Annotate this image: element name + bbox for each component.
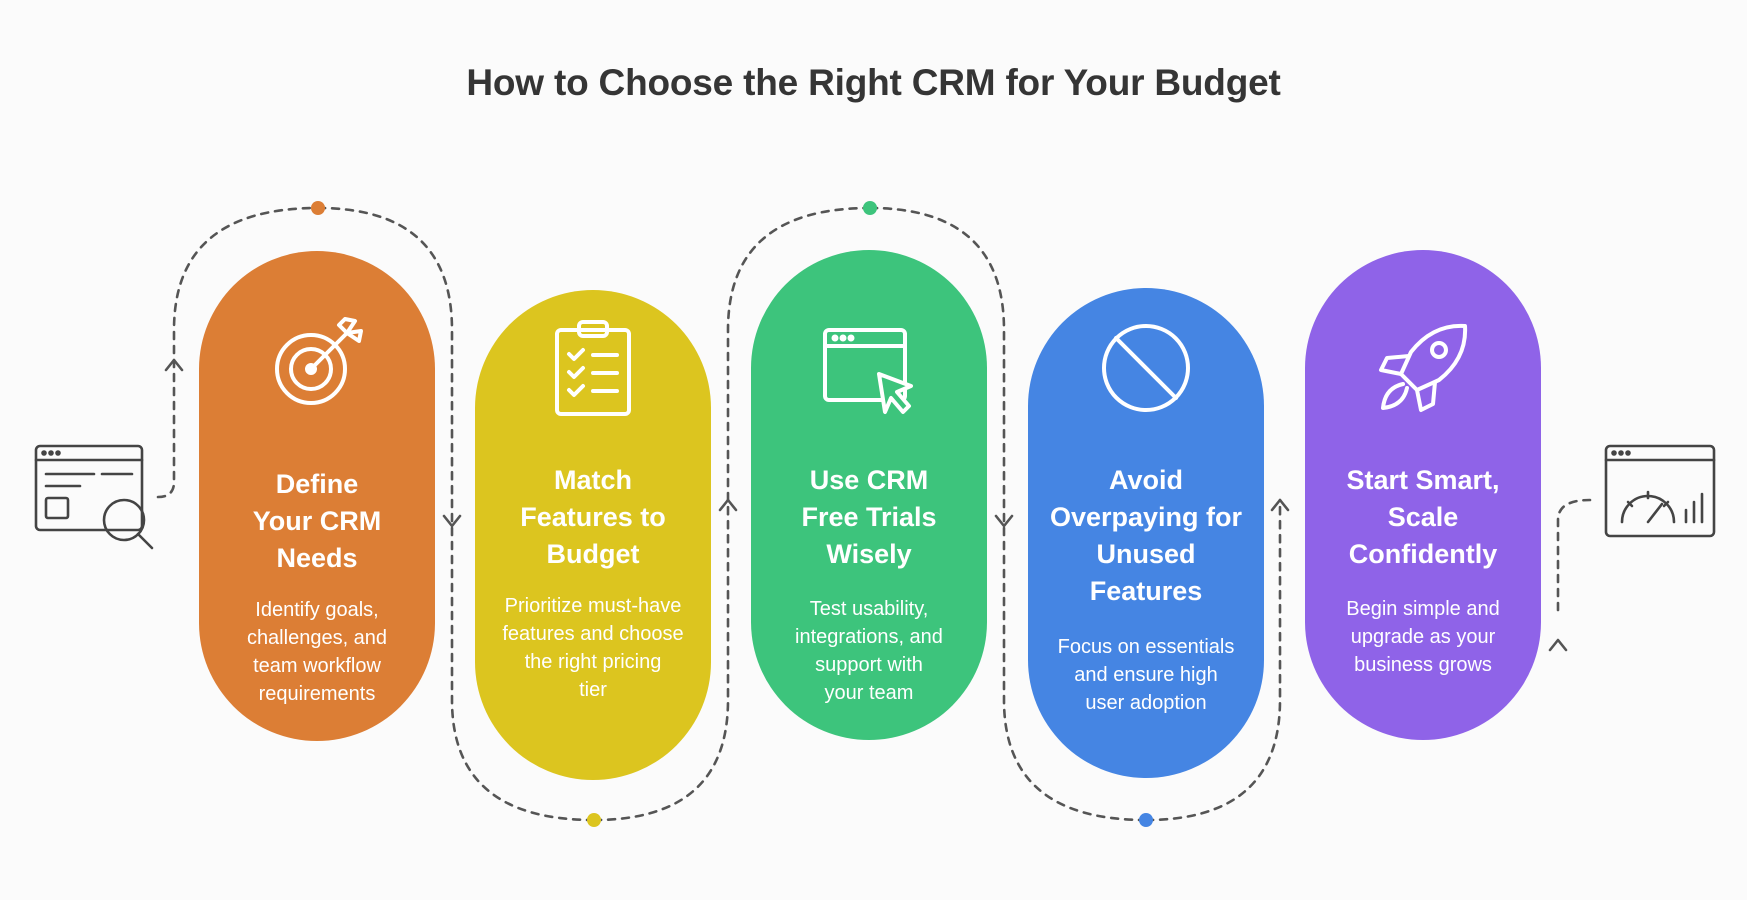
target-arrow-icon <box>267 311 367 411</box>
connector-2-3 <box>726 206 872 502</box>
arrow-up-4 <box>1270 498 1290 512</box>
dot-step-2 <box>587 813 601 827</box>
step-card-2: Match Features to Budget Prioritize must… <box>475 290 711 780</box>
step-card-1: Define Your CRM Needs Identify goals, ch… <box>199 251 435 741</box>
speedometer-chart-icon <box>1600 440 1720 550</box>
browser-cursor-icon <box>819 318 919 418</box>
arrow-up-5 <box>1548 638 1568 652</box>
arrow-down-3 <box>994 514 1014 528</box>
connector-3-top <box>868 206 1006 502</box>
connector-2-bottom <box>592 498 730 822</box>
step-description: Focus on essentials and ensure high user… <box>1057 636 1235 714</box>
page-title: How to Choose the Right CRM for Your Bud… <box>466 62 1281 103</box>
rocket-icon <box>1373 318 1473 418</box>
step-card-3: Use CRM Free Trials Wisely Test usabilit… <box>751 250 987 740</box>
step-heading: Define Your CRM Needs <box>252 469 382 573</box>
connector-1-2 <box>450 498 596 822</box>
connector-end <box>1556 498 1592 612</box>
connector-1-top <box>316 206 454 502</box>
step-heading: Start Smart, Scale Confidently <box>1346 465 1500 569</box>
dot-step-3 <box>863 201 877 215</box>
step-heading: Use CRM Free Trials Wisely <box>801 465 937 569</box>
clipboard-checklist-icon <box>543 318 643 418</box>
connector-4-bottom <box>1144 498 1282 822</box>
step-description: Test usability, integrations, and suppor… <box>795 598 943 704</box>
dot-step-1 <box>311 201 325 215</box>
dot-step-4 <box>1139 813 1153 827</box>
connector-start <box>156 206 320 499</box>
step-heading: Match Features to Budget <box>520 465 666 569</box>
step-heading: Avoid Overpaying for Unused Features <box>1049 465 1243 606</box>
arrow-up-left <box>164 358 184 372</box>
arrow-down-1 <box>442 514 462 528</box>
step-description: Identify goals, challenges, and team wor… <box>246 599 388 705</box>
prohibited-icon <box>1096 318 1196 418</box>
arrow-up-2 <box>718 498 738 512</box>
step-card-4: Avoid Overpaying for Unused Features Foc… <box>1028 288 1264 778</box>
dashboard-search-icon <box>30 440 160 560</box>
step-card-5: Start Smart, Scale Confidently Begin sim… <box>1305 250 1541 740</box>
connector-3-4 <box>1002 498 1148 822</box>
step-description: Prioritize must-have features and choose… <box>502 595 684 701</box>
step-description: Begin simple and upgrade as your busines… <box>1346 598 1500 676</box>
